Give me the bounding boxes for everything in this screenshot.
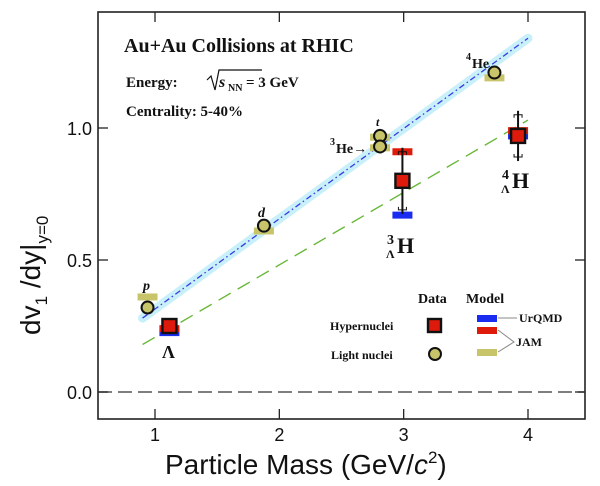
legend-jam-hyper-swatch xyxy=(477,327,497,334)
label-h4l-sup: 4 xyxy=(502,168,509,183)
data-marks xyxy=(137,65,529,337)
legend: Data Model Hypernuclei Light nuclei UrQM… xyxy=(330,292,563,362)
hypernuclei-fit-line xyxy=(142,119,529,346)
legend-jam-light-swatch xyxy=(477,349,497,356)
hypernuclei-data-point xyxy=(161,317,178,335)
sqrt-symbol-icon xyxy=(206,69,262,91)
legend-hypernuclei-marker xyxy=(426,317,443,334)
y-axis-ticks: 0.0 0.5 1.0 xyxy=(67,119,585,403)
light-nuclei-data-point xyxy=(140,300,155,315)
label-he3: He→ xyxy=(336,142,367,157)
legend-light-nuclei-marker xyxy=(428,347,442,361)
x-tick-label: 4 xyxy=(523,425,533,445)
y-axis-title-sub2: y=0 xyxy=(33,216,52,244)
systematic-error-bracket xyxy=(513,114,523,118)
light-nuclei-data-point xyxy=(373,139,388,154)
fit-lines xyxy=(138,33,533,346)
systematic-error-bracket xyxy=(513,154,523,158)
legend-hypernuclei-label: Hypernuclei xyxy=(330,319,394,333)
energy-formula: s NN = 3 GeV xyxy=(206,69,299,94)
label-h4l: H xyxy=(512,168,529,193)
legend-urqmd-label: UrQMD xyxy=(519,311,563,325)
hypernuclei-data-point xyxy=(509,127,527,145)
hypernuclei-data-point xyxy=(394,172,411,190)
y-axis-title-sub1: 1 xyxy=(32,296,51,305)
label-h4l-sub: Λ xyxy=(501,182,510,196)
x-tick-label: 1 xyxy=(150,425,160,445)
x-axis-title-main: Particle Mass (GeV/ xyxy=(165,449,414,480)
energy-value: = 3 GeV xyxy=(246,75,299,91)
jam-light-nuclei-bar xyxy=(137,293,158,301)
plot-frame xyxy=(97,11,586,420)
label-h3l-sup: 3 xyxy=(387,233,394,248)
label-h3l-sub: Λ xyxy=(386,247,395,261)
legend-urqmd-swatch xyxy=(477,315,497,322)
legend-light-nuclei-label: Light nuclei xyxy=(331,348,393,362)
label-lambda: Λ xyxy=(162,342,175,362)
x-axis-title: Particle Mass (GeV/c2) xyxy=(165,448,447,480)
y-tick-label: 0.0 xyxy=(67,383,92,403)
x-axis-title-close: ) xyxy=(437,449,446,480)
legend-model-header: Model xyxy=(466,292,504,307)
y-tick-label: 1.0 xyxy=(67,119,92,139)
y-tick-label: 0.5 xyxy=(67,251,92,271)
light-nuclei-data-point xyxy=(487,65,502,80)
label-p: p xyxy=(142,279,150,294)
energy-subscript: NN xyxy=(228,83,243,94)
label-he4-sup: 4 xyxy=(466,52,471,63)
legend-jam-label: JAM xyxy=(516,335,542,349)
y-axis-title-main: dv xyxy=(15,305,46,335)
systematic-error-bracket xyxy=(397,151,407,155)
x-tick-label: 3 xyxy=(399,425,409,445)
centrality-label: Centrality: 5-40% xyxy=(126,104,243,120)
light-nuclei-fit-line xyxy=(142,37,529,319)
urqmd-hypernuclei-bar xyxy=(392,211,413,219)
chart-title: Au+Au Collisions at RHIC xyxy=(124,35,354,57)
label-t: t xyxy=(376,115,380,129)
legend-data-header: Data xyxy=(418,292,447,307)
label-he4: He xyxy=(472,57,489,72)
legend-jam-connector xyxy=(497,329,515,353)
y-axis-title-mid: /dy| xyxy=(15,244,46,296)
systematic-error-bracket xyxy=(397,206,407,211)
x-tick-label: 2 xyxy=(274,425,284,445)
x-axis-title-italic: c xyxy=(414,449,428,480)
y-axis-title: dv1 /dy|y=0 xyxy=(15,216,52,335)
label-h3l: H xyxy=(397,233,414,258)
light-nuclei-data-point xyxy=(256,218,271,233)
label-he3-sup: 3 xyxy=(330,137,335,148)
label-d: d xyxy=(258,206,266,221)
energy-s: s xyxy=(218,74,225,91)
x-axis-title-sup: 2 xyxy=(428,448,437,467)
energy-label: Energy: xyxy=(126,75,178,91)
x-axis-ticks: 1 2 3 4 xyxy=(150,12,533,445)
